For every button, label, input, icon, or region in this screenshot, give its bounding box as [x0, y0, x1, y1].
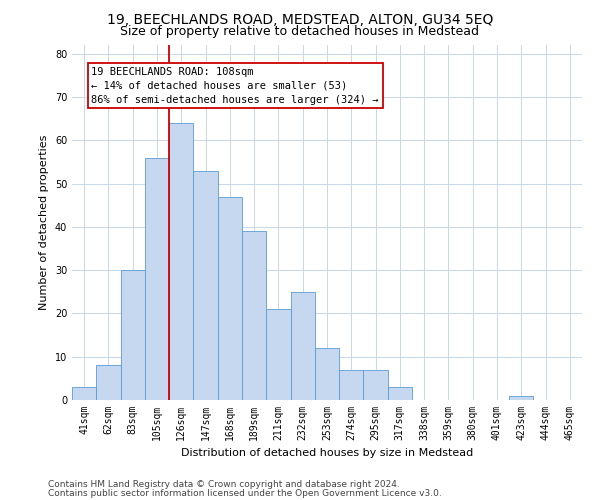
Bar [509, 396, 533, 400]
Text: Size of property relative to detached houses in Medstead: Size of property relative to detached ho… [121, 25, 479, 38]
Text: 19, BEECHLANDS ROAD, MEDSTEAD, ALTON, GU34 5EQ: 19, BEECHLANDS ROAD, MEDSTEAD, ALTON, GU… [107, 12, 493, 26]
Bar [242, 231, 266, 400]
Bar [290, 292, 315, 400]
Bar [193, 170, 218, 400]
Bar [339, 370, 364, 400]
Bar [364, 370, 388, 400]
Bar [145, 158, 169, 400]
Bar [315, 348, 339, 400]
Text: Contains public sector information licensed under the Open Government Licence v3: Contains public sector information licen… [48, 488, 442, 498]
Y-axis label: Number of detached properties: Number of detached properties [39, 135, 49, 310]
Bar [169, 123, 193, 400]
X-axis label: Distribution of detached houses by size in Medstead: Distribution of detached houses by size … [181, 448, 473, 458]
Bar [218, 196, 242, 400]
Bar [121, 270, 145, 400]
Text: 19 BEECHLANDS ROAD: 108sqm
← 14% of detached houses are smaller (53)
86% of semi: 19 BEECHLANDS ROAD: 108sqm ← 14% of deta… [91, 66, 379, 104]
Text: Contains HM Land Registry data © Crown copyright and database right 2024.: Contains HM Land Registry data © Crown c… [48, 480, 400, 489]
Bar [266, 309, 290, 400]
Bar [96, 366, 121, 400]
Bar [72, 387, 96, 400]
Bar [388, 387, 412, 400]
